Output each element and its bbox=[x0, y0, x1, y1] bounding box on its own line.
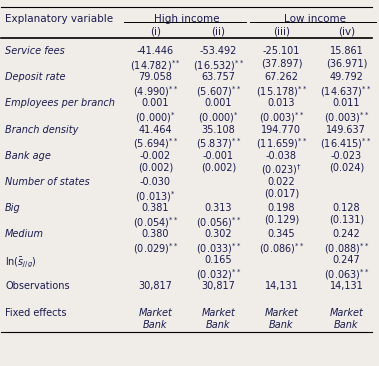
Text: (16.532)$^{**}$: (16.532)$^{**}$ bbox=[193, 58, 244, 73]
Text: 63.757: 63.757 bbox=[201, 72, 235, 82]
Text: 14,131: 14,131 bbox=[265, 281, 298, 291]
Text: (0.000)$^{*}$: (0.000)$^{*}$ bbox=[135, 111, 176, 125]
Text: -0.023: -0.023 bbox=[331, 151, 362, 161]
Text: (5.837)$^{**}$: (5.837)$^{**}$ bbox=[196, 137, 241, 151]
Text: (0.017): (0.017) bbox=[264, 189, 299, 199]
Text: 0.381: 0.381 bbox=[142, 203, 169, 213]
Text: Market: Market bbox=[329, 307, 363, 318]
Text: (0.131): (0.131) bbox=[329, 215, 364, 225]
Text: Number of states: Number of states bbox=[5, 177, 90, 187]
Text: (16.415)$^{**}$: (16.415)$^{**}$ bbox=[321, 137, 372, 151]
Text: 0.128: 0.128 bbox=[332, 203, 360, 213]
Text: Medium: Medium bbox=[5, 229, 44, 239]
Text: Deposit rate: Deposit rate bbox=[5, 72, 66, 82]
Text: 0.345: 0.345 bbox=[268, 229, 295, 239]
Text: Market: Market bbox=[265, 307, 298, 318]
Text: 79.058: 79.058 bbox=[138, 72, 172, 82]
Text: (36.971): (36.971) bbox=[326, 58, 367, 68]
Text: 30,817: 30,817 bbox=[201, 281, 235, 291]
Text: 30,817: 30,817 bbox=[138, 281, 172, 291]
Text: 0.380: 0.380 bbox=[142, 229, 169, 239]
Text: (11.659)$^{**}$: (11.659)$^{**}$ bbox=[256, 137, 307, 151]
Text: (0.003)$^{**}$: (0.003)$^{**}$ bbox=[258, 111, 304, 125]
Text: (0.003)$^{**}$: (0.003)$^{**}$ bbox=[324, 111, 369, 125]
Text: -53.492: -53.492 bbox=[200, 46, 237, 56]
Text: Explanatory variable: Explanatory variable bbox=[5, 14, 113, 24]
Text: (0.029)$^{**}$: (0.029)$^{**}$ bbox=[133, 241, 178, 256]
Text: (15.178)$^{**}$: (15.178)$^{**}$ bbox=[255, 84, 307, 99]
Text: Market: Market bbox=[138, 307, 172, 318]
Text: Service fees: Service fees bbox=[5, 46, 65, 56]
Text: 194.770: 194.770 bbox=[262, 124, 301, 135]
Text: (0.000)$^{*}$: (0.000)$^{*}$ bbox=[198, 111, 239, 125]
Text: Fixed effects: Fixed effects bbox=[5, 307, 67, 318]
Text: (0.086)$^{**}$: (0.086)$^{**}$ bbox=[258, 241, 304, 256]
Text: (0.054)$^{**}$: (0.054)$^{**}$ bbox=[133, 215, 178, 230]
Text: -0.002: -0.002 bbox=[140, 151, 171, 161]
Text: (iv): (iv) bbox=[338, 27, 355, 37]
Text: (14.782)$^{**}$: (14.782)$^{**}$ bbox=[130, 58, 181, 73]
Text: (i): (i) bbox=[150, 27, 161, 37]
Text: 0.022: 0.022 bbox=[268, 177, 295, 187]
Text: Bank: Bank bbox=[206, 320, 231, 329]
Text: (0.088)$^{**}$: (0.088)$^{**}$ bbox=[324, 241, 369, 256]
Text: Bank: Bank bbox=[269, 320, 294, 329]
Text: (0.129): (0.129) bbox=[264, 215, 299, 225]
Text: Branch density: Branch density bbox=[5, 124, 78, 135]
Text: Bank: Bank bbox=[143, 320, 168, 329]
Text: High income: High income bbox=[154, 14, 219, 24]
Text: Observations: Observations bbox=[5, 281, 70, 291]
Text: -0.038: -0.038 bbox=[266, 151, 297, 161]
Text: (0.002): (0.002) bbox=[201, 163, 236, 173]
Text: Bank age: Bank age bbox=[5, 151, 51, 161]
Text: (0.032)$^{**}$: (0.032)$^{**}$ bbox=[196, 267, 241, 282]
Text: (0.033)$^{**}$: (0.033)$^{**}$ bbox=[196, 241, 241, 256]
Text: 149.637: 149.637 bbox=[326, 124, 366, 135]
Text: (0.056)$^{**}$: (0.056)$^{**}$ bbox=[196, 215, 241, 230]
Text: 41.464: 41.464 bbox=[138, 124, 172, 135]
Text: 67.262: 67.262 bbox=[265, 72, 298, 82]
Text: -41.446: -41.446 bbox=[137, 46, 174, 56]
Text: Employees per branch: Employees per branch bbox=[5, 98, 115, 108]
Text: (0.063)$^{**}$: (0.063)$^{**}$ bbox=[324, 267, 369, 282]
Text: $\ln(\bar{s}_{j/g})$: $\ln(\bar{s}_{j/g})$ bbox=[5, 255, 37, 270]
Text: Bank: Bank bbox=[334, 320, 359, 329]
Text: 0.001: 0.001 bbox=[205, 98, 232, 108]
Text: 0.247: 0.247 bbox=[332, 255, 360, 265]
Text: (0.023)$^{\dagger}$: (0.023)$^{\dagger}$ bbox=[261, 163, 302, 178]
Text: 0.313: 0.313 bbox=[205, 203, 232, 213]
Text: (0.024): (0.024) bbox=[329, 163, 364, 173]
Text: 35.108: 35.108 bbox=[202, 124, 235, 135]
Text: 15.861: 15.861 bbox=[329, 46, 363, 56]
Text: -0.030: -0.030 bbox=[140, 177, 171, 187]
Text: (14.637)$^{**}$: (14.637)$^{**}$ bbox=[321, 84, 372, 99]
Text: (5.607)$^{**}$: (5.607)$^{**}$ bbox=[196, 84, 241, 99]
Text: 0.165: 0.165 bbox=[205, 255, 232, 265]
Text: (ii): (ii) bbox=[211, 27, 226, 37]
Text: 0.001: 0.001 bbox=[142, 98, 169, 108]
Text: 0.302: 0.302 bbox=[205, 229, 232, 239]
Text: (0.013)$^{*}$: (0.013)$^{*}$ bbox=[135, 189, 176, 203]
Text: (4.990)$^{**}$: (4.990)$^{**}$ bbox=[133, 84, 178, 99]
Text: (37.897): (37.897) bbox=[261, 58, 302, 68]
Text: 0.013: 0.013 bbox=[268, 98, 295, 108]
Text: 0.198: 0.198 bbox=[268, 203, 295, 213]
Text: -25.101: -25.101 bbox=[263, 46, 300, 56]
Text: 49.792: 49.792 bbox=[329, 72, 363, 82]
Text: 14,131: 14,131 bbox=[329, 281, 363, 291]
Text: (iii): (iii) bbox=[273, 27, 290, 37]
Text: Low income: Low income bbox=[284, 14, 346, 24]
Text: Big: Big bbox=[5, 203, 21, 213]
Text: 0.242: 0.242 bbox=[332, 229, 360, 239]
Text: Market: Market bbox=[201, 307, 235, 318]
Text: (5.694)$^{**}$: (5.694)$^{**}$ bbox=[133, 137, 178, 151]
Text: 0.011: 0.011 bbox=[333, 98, 360, 108]
Text: -0.001: -0.001 bbox=[203, 151, 234, 161]
Text: (0.002): (0.002) bbox=[138, 163, 173, 173]
